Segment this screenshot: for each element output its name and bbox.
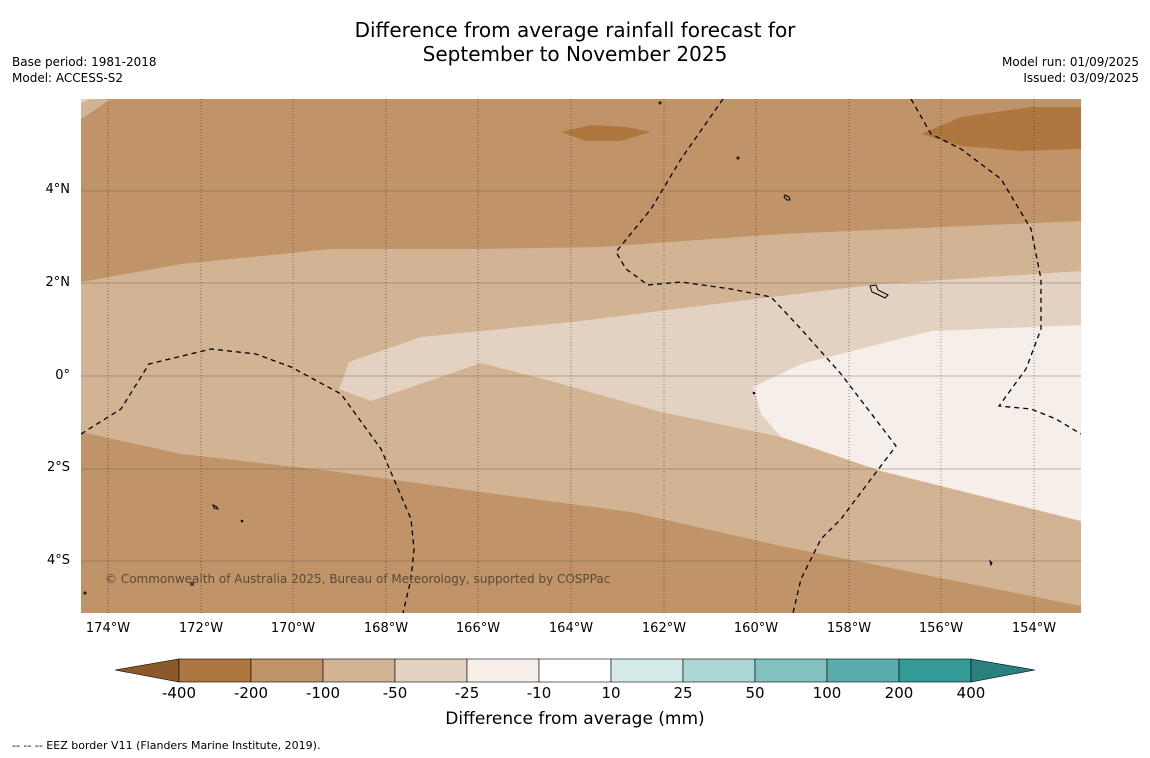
- lat-label-4s: 4°S: [46, 553, 70, 568]
- colorbar-segment-25: [682, 658, 756, 683]
- colorbar-arrow-high: [970, 658, 1036, 683]
- band-minus-25: [753, 325, 1081, 521]
- colorbar-tick-50: 50: [745, 684, 765, 702]
- model-run: Model run: 01/09/2025: [1001, 55, 1139, 69]
- colorbar: [115, 658, 1036, 683]
- colorbar-tick-10: 10: [601, 684, 621, 702]
- colorbar-tick-400: 400: [956, 684, 986, 702]
- colorbar-segment-minus-400: [178, 658, 252, 683]
- band-minus-200-north: [561, 125, 651, 141]
- map-title: Difference from average rainfall forecas…: [0, 18, 1150, 66]
- colorbar-tick-minus-400: -400: [161, 684, 197, 702]
- colorbar-segment-minus-25: [466, 658, 540, 683]
- lon-label-158w: 158°W: [826, 621, 872, 636]
- colorbar-arrow-low: [115, 658, 180, 683]
- band-minus-50-nw: [81, 99, 91, 103]
- rainfall-map: [81, 99, 1081, 613]
- lon-label-172w: 172°W: [178, 621, 224, 636]
- model-name: Model: ACCESS-S2: [12, 71, 124, 85]
- colorbar-title: Difference from average (mm): [445, 709, 705, 729]
- eez-borders: [81, 99, 1081, 613]
- lon-label-160w: 160°W: [733, 621, 779, 636]
- meta-left: Base period: 1981-2018 Model: ACCESS-S2: [12, 54, 157, 86]
- colorbar-segment-minus-100: [322, 658, 396, 683]
- colorbar-tick-200: 200: [884, 684, 914, 702]
- meta-right: Model run: 01/09/2025 Issued: 03/09/2025: [1002, 54, 1139, 86]
- colorbar-segment-200: [898, 658, 972, 683]
- colorbar-tick-minus-200: -200: [233, 684, 269, 702]
- colorbar-segment-100: [826, 658, 900, 683]
- colorbar-segment-50: [754, 658, 828, 683]
- lon-label-164w: 164°W: [548, 621, 594, 636]
- colorbar-tick-100: 100: [812, 684, 842, 702]
- lon-label-170w: 170°W: [270, 621, 316, 636]
- title-line-2: September to November 2025: [422, 42, 728, 66]
- band-minus-200-northeast: [921, 107, 1081, 151]
- lon-label-168w: 168°W: [363, 621, 409, 636]
- lon-label-162w: 162°W: [641, 621, 687, 636]
- copyright-notice: © Commonwealth of Australia 2025, Bureau…: [105, 572, 611, 586]
- island-outlines: [83, 101, 993, 595]
- colorbar-segment-minus-10: [538, 658, 612, 683]
- colorbar-segment-10: [610, 658, 684, 683]
- colorbar-tick-minus-100: -100: [305, 684, 341, 702]
- colorbar-tick-minus-25: -25: [454, 684, 480, 702]
- colorbar-tick-minus-50: -50: [382, 684, 408, 702]
- lat-gridlines: [81, 190, 1081, 562]
- base-period: Base period: 1981-2018: [12, 55, 157, 69]
- lon-label-166w: 166°W: [455, 621, 501, 636]
- lon-label-156w: 156°W: [918, 621, 964, 636]
- band-minus-100-nw: [81, 99, 111, 119]
- eez-legend-note: -- -- -- EEZ border V11 (Flanders Marine…: [12, 739, 321, 752]
- colorbar-tick-minus-10: -10: [526, 684, 552, 702]
- lat-label-equator: 0°: [55, 368, 70, 383]
- lat-label-2s: 2°S: [46, 460, 70, 475]
- title-line-1: Difference from average rainfall forecas…: [354, 18, 796, 42]
- lon-label-174w: 174°W: [85, 621, 131, 636]
- lat-label-2n: 2°N: [45, 275, 71, 290]
- colorbar-segment-minus-50: [394, 658, 468, 683]
- colorbar-tick-25: 25: [673, 684, 693, 702]
- colorbar-segment-minus-200: [250, 658, 324, 683]
- lon-label-154w: 154°W: [1011, 621, 1057, 636]
- lat-label-4n: 4°N: [45, 182, 71, 197]
- issued-date: Issued: 03/09/2025: [1023, 71, 1139, 85]
